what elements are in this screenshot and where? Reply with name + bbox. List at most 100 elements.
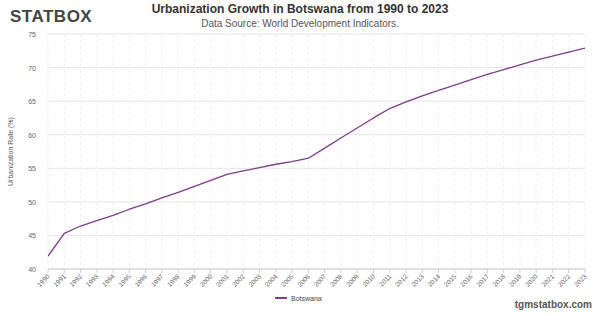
x-tick-label: 1995 xyxy=(117,272,132,287)
x-tick xyxy=(64,269,65,273)
legend: Botswana xyxy=(275,295,322,302)
x-tick-label: 1990 xyxy=(36,272,51,287)
x-tick-label: 1998 xyxy=(166,272,181,287)
y-tick-label: 75 xyxy=(28,31,36,38)
x-tick-label: 2007 xyxy=(312,272,327,287)
grid-line xyxy=(48,34,585,35)
grid-line xyxy=(519,34,520,269)
grid-line xyxy=(48,201,585,202)
x-tick-label: 2023 xyxy=(573,272,588,287)
grid-line xyxy=(145,34,146,269)
x-tick xyxy=(48,269,49,273)
y-tick-label: 65 xyxy=(28,98,36,105)
grid-line xyxy=(48,168,585,169)
x-tick-label: 1993 xyxy=(84,272,99,287)
grid-line xyxy=(568,34,569,269)
x-tick xyxy=(406,269,407,273)
x-axis xyxy=(48,269,585,270)
x-tick-label: 2006 xyxy=(296,272,311,287)
x-tick-label: 2002 xyxy=(231,272,246,287)
grid-line xyxy=(357,34,358,269)
grid-line xyxy=(48,134,585,135)
x-tick-label: 1994 xyxy=(101,272,116,287)
grid-line xyxy=(373,34,374,269)
grid-line xyxy=(454,34,455,269)
x-tick-label: 2014 xyxy=(426,272,441,287)
grid-line xyxy=(438,34,439,269)
x-tick xyxy=(536,269,537,273)
x-tick xyxy=(210,269,211,273)
x-tick-label: 2011 xyxy=(378,272,393,287)
x-tick xyxy=(357,269,358,273)
grid-line xyxy=(259,34,260,269)
x-tick-label: 2015 xyxy=(442,272,457,287)
x-tick xyxy=(96,269,97,273)
x-tick-label: 2019 xyxy=(507,272,522,287)
y-axis-label: Urbanization Rate (%) xyxy=(7,117,15,186)
title: Urbanization Growth in Botswana from 199… xyxy=(152,2,449,16)
grid-line xyxy=(80,34,81,269)
x-tick-label: 2018 xyxy=(491,272,506,287)
background xyxy=(0,0,600,314)
grid-line xyxy=(340,34,341,269)
x-tick xyxy=(471,269,472,273)
grid-line xyxy=(178,34,179,269)
x-tick xyxy=(145,269,146,273)
x-tick xyxy=(227,269,228,273)
grid-line xyxy=(422,34,423,269)
x-tick xyxy=(324,269,325,273)
x-tick-label: 2022 xyxy=(556,272,571,287)
grid-line xyxy=(210,34,211,269)
x-tick xyxy=(503,269,504,273)
x-tick-label: 2001 xyxy=(215,272,230,287)
x-tick-label: 2000 xyxy=(198,272,213,287)
grid-line xyxy=(161,34,162,269)
x-tick xyxy=(487,269,488,273)
x-tick-label: 2008 xyxy=(328,272,343,287)
x-tick xyxy=(113,269,114,273)
x-tick-label: 2003 xyxy=(247,272,262,287)
grid-line xyxy=(113,34,114,269)
grid-line xyxy=(48,34,49,269)
grid-line xyxy=(194,34,195,269)
grid-line xyxy=(48,67,585,68)
grid-line xyxy=(48,269,585,270)
x-tick xyxy=(568,269,569,273)
x-tick xyxy=(308,269,309,273)
x-tick xyxy=(292,269,293,273)
grid-line xyxy=(48,101,585,102)
grid-line xyxy=(292,34,293,269)
x-tick-label: 2005 xyxy=(280,272,295,287)
x-tick xyxy=(373,269,374,273)
x-tick xyxy=(422,269,423,273)
x-tick xyxy=(243,269,244,273)
grid-line xyxy=(308,34,309,269)
watermark: tgmstatbox.com xyxy=(515,299,592,310)
x-tick xyxy=(259,269,260,273)
grid-line xyxy=(243,34,244,269)
x-tick-label: 2013 xyxy=(410,272,425,287)
x-tick-label: 1997 xyxy=(149,272,164,287)
x-tick xyxy=(454,269,455,273)
grid-line xyxy=(48,235,585,236)
legend-label: Botswana xyxy=(291,295,322,302)
x-tick xyxy=(340,269,341,273)
y-tick-label: 50 xyxy=(28,199,36,206)
plot-area xyxy=(48,48,585,256)
x-tick-label: 1992 xyxy=(68,272,83,287)
grid-line xyxy=(536,34,537,269)
logo: STATBOX xyxy=(10,7,92,26)
y-tick-label: 40 xyxy=(28,266,36,273)
x-tick-label: 1991 xyxy=(52,272,67,287)
grid-line xyxy=(324,34,325,269)
x-tick xyxy=(552,269,553,273)
grid-line xyxy=(552,34,553,269)
x-tick-label: 2020 xyxy=(524,272,539,287)
grid-line xyxy=(96,34,97,269)
y-tick-label: 55 xyxy=(28,165,36,172)
x-tick-label: 2016 xyxy=(459,272,474,287)
x-tick-label: 1999 xyxy=(182,272,197,287)
x-tick-label: 2009 xyxy=(345,272,360,287)
series-line xyxy=(48,48,585,256)
x-tick-label: 2021 xyxy=(540,272,555,287)
